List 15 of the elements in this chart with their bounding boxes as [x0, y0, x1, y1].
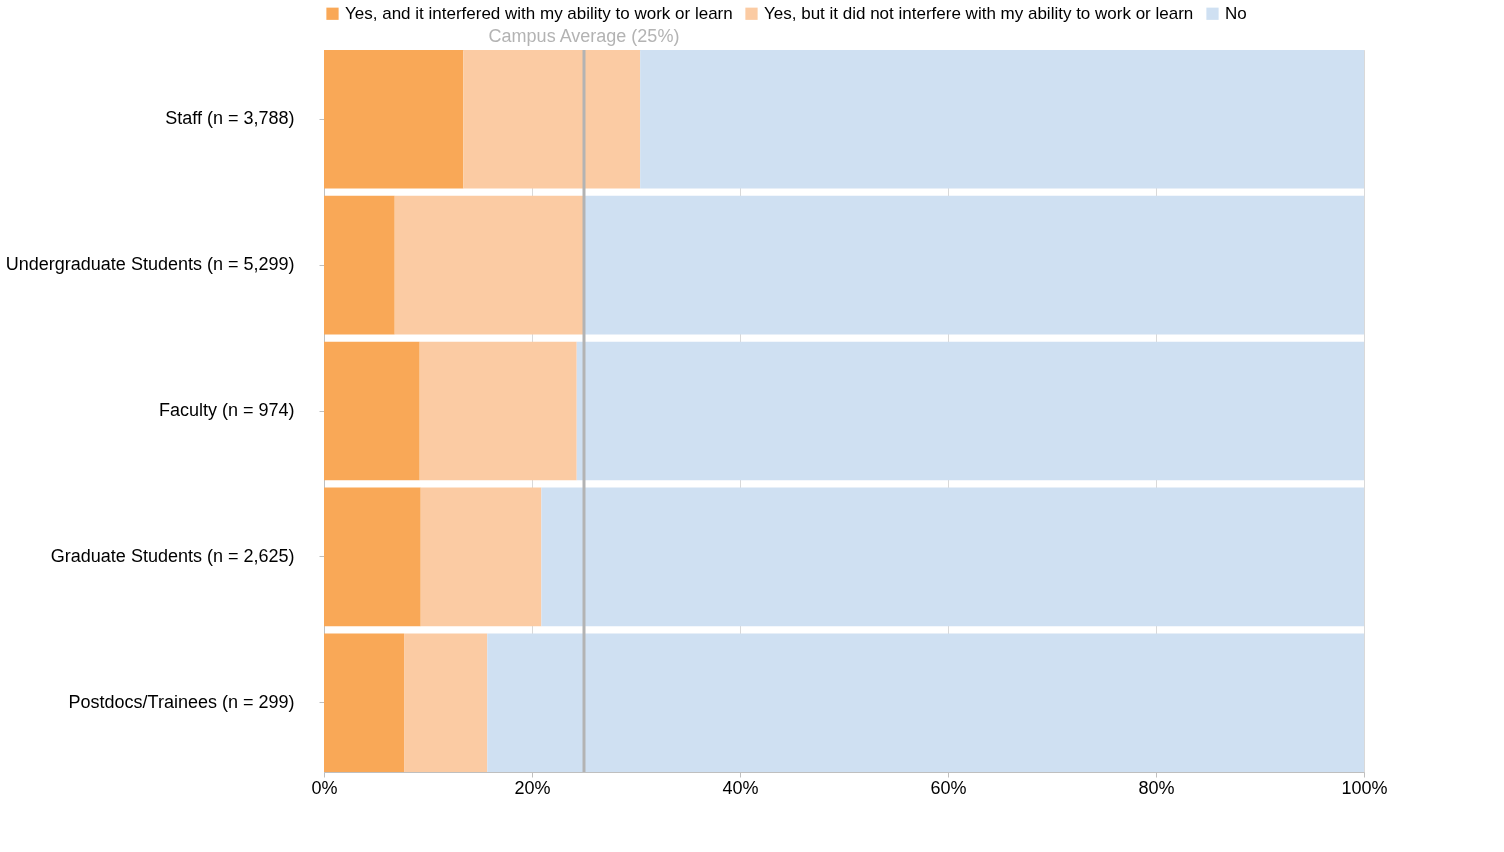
y-tick-label: Graduate Students (n = 2,625) [50, 545, 295, 566]
legend-label: Yes, but it did not interfere with my ability to work or learn [764, 3, 1194, 23]
y-tick-label: Faculty (n = 974) [158, 400, 295, 420]
x-tick-label: 100% [1341, 777, 1388, 798]
x-tick-label: 80% [1138, 777, 1175, 798]
legend-label: Yes, and it interfered with my ability to work or learn [345, 3, 733, 23]
x-tick-label: 20% [514, 777, 551, 798]
ref-line-label: Campus Average (25%) [488, 26, 680, 46]
x-tick-label: 0% [311, 777, 338, 798]
y-tick-label: Postdocs/Trainees (n = 299) [68, 691, 295, 712]
y-tick-label: Staff (n = 3,788) [165, 108, 295, 129]
legend-label: No [1225, 3, 1247, 23]
y-tick-label: Undergraduate Students (n = 5,299) [5, 254, 295, 275]
x-tick-label: 40% [722, 777, 759, 798]
x-tick-label: 60% [930, 777, 967, 798]
